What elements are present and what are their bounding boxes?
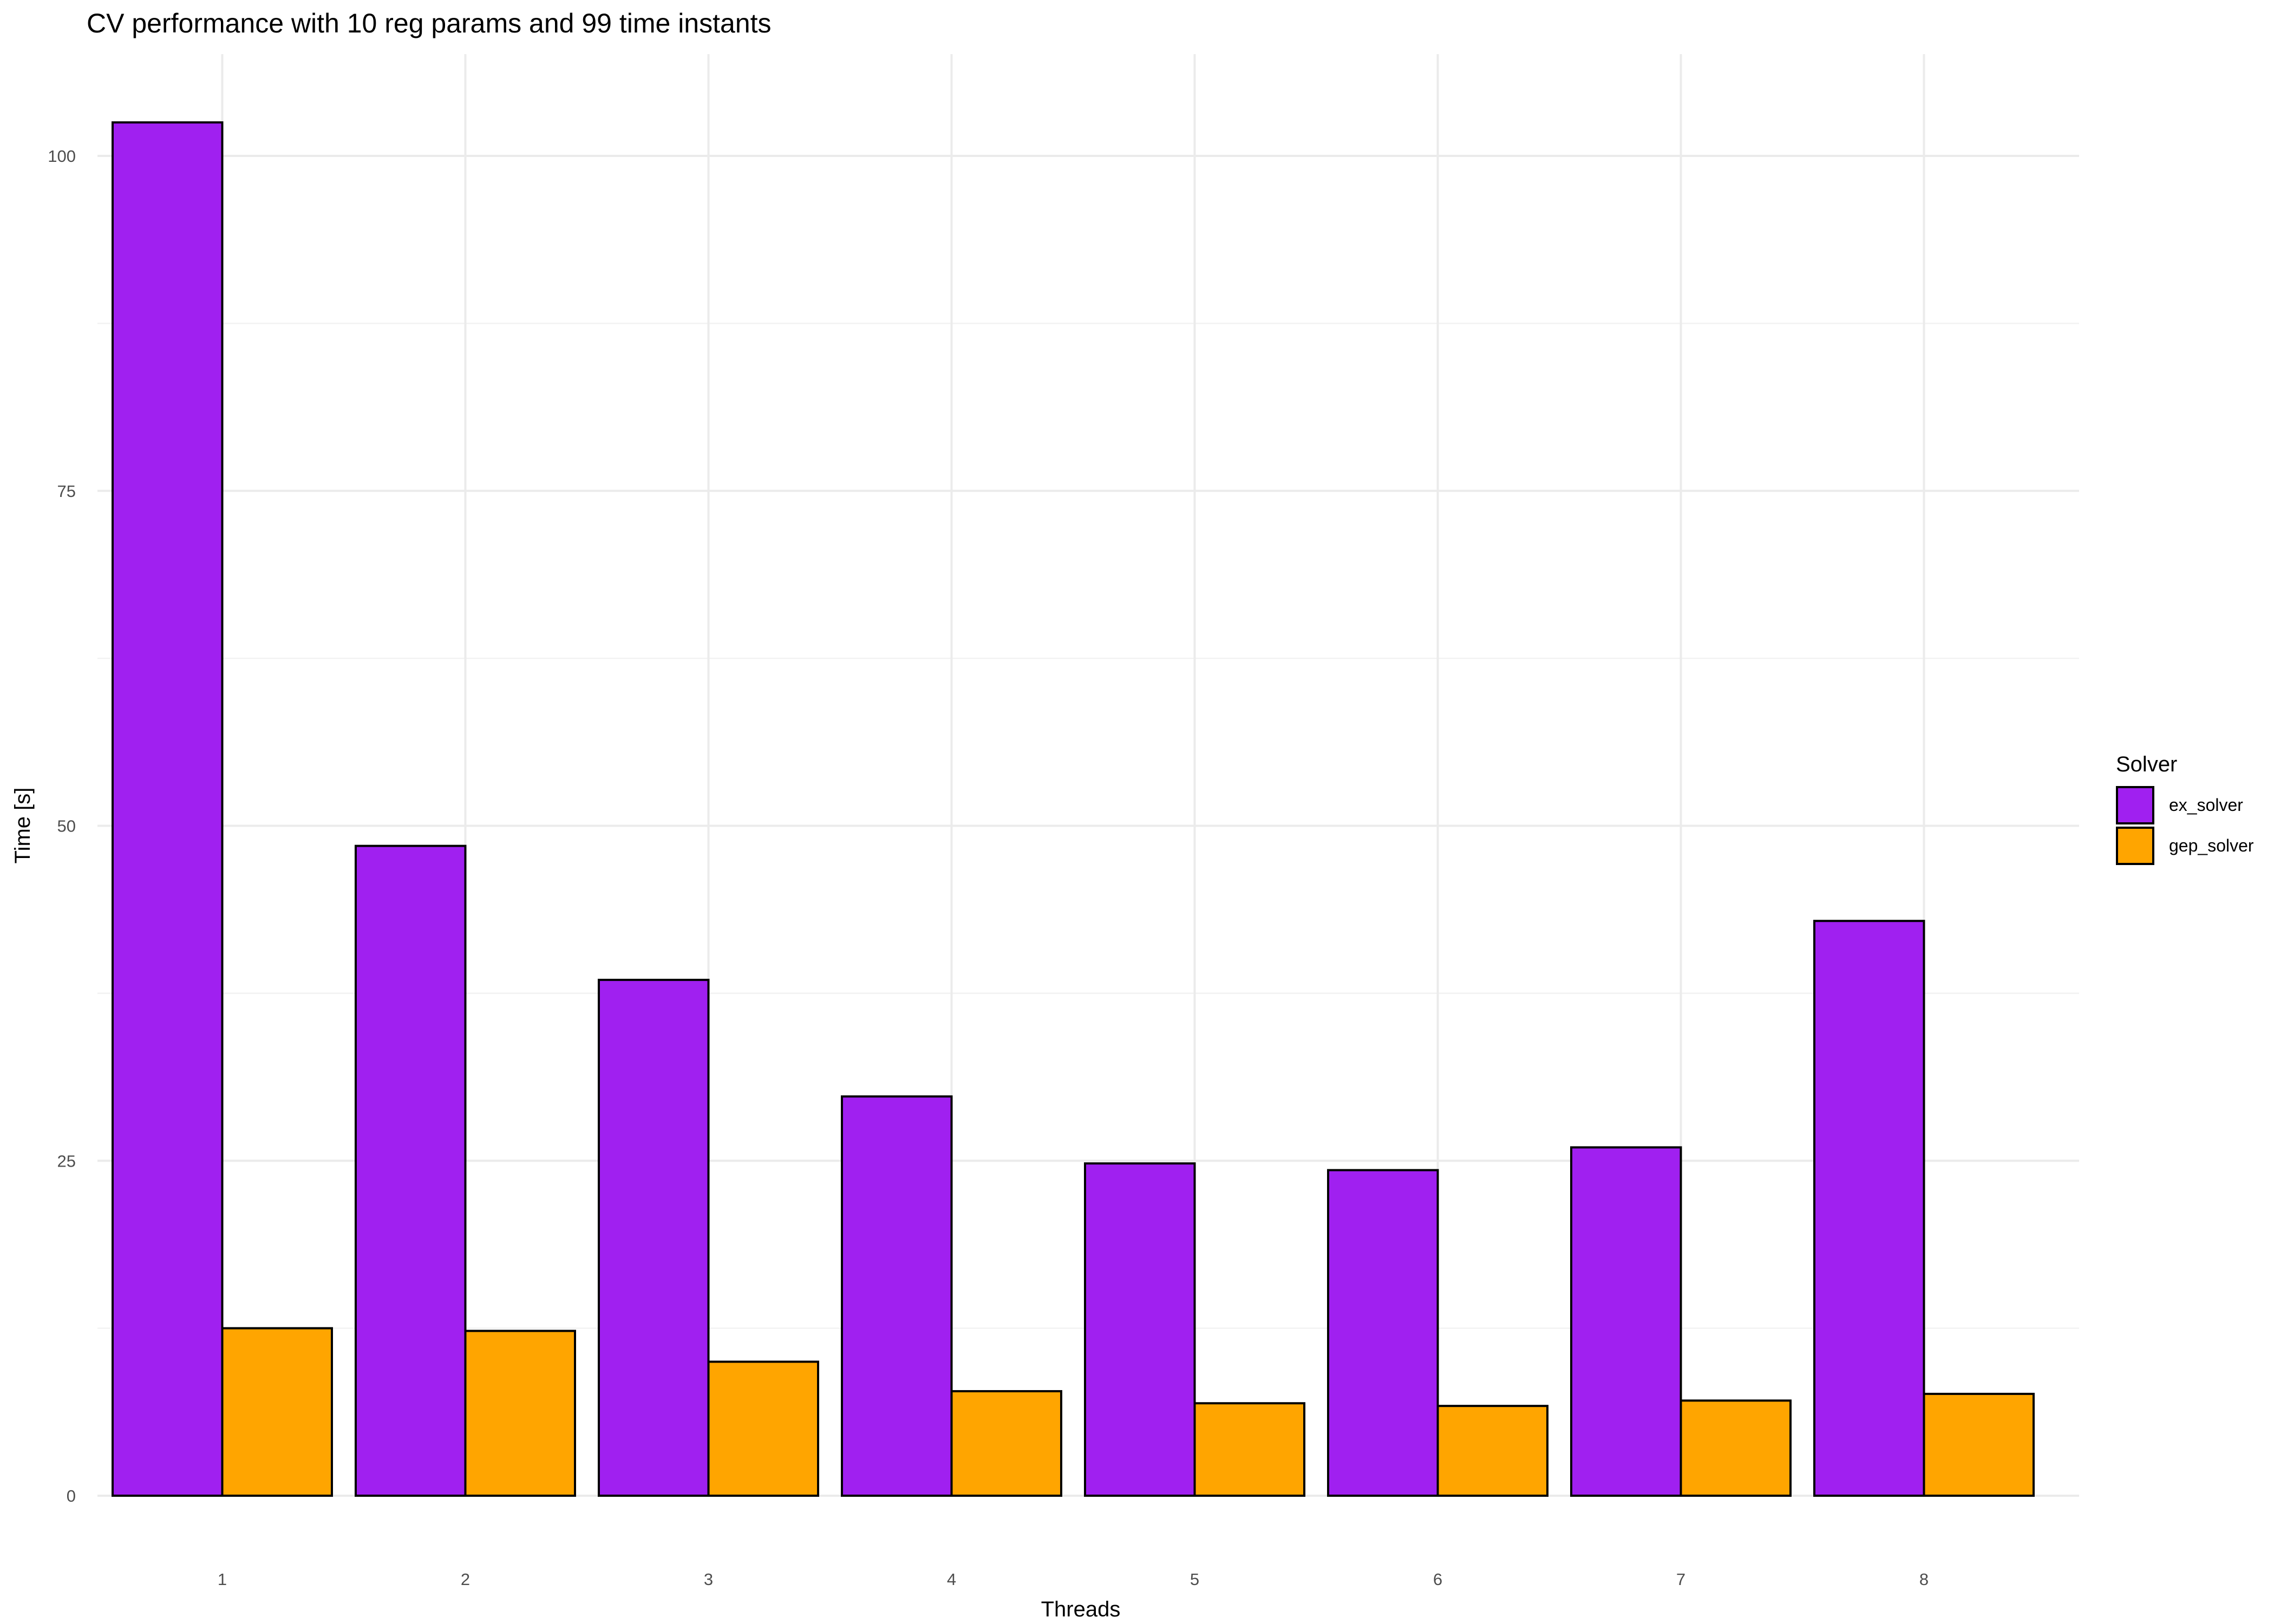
y-tick-label: 75 bbox=[57, 482, 76, 501]
bar-ex_solver-8 bbox=[1813, 920, 1925, 1497]
x-tick-label: 2 bbox=[461, 1570, 470, 1589]
x-tick-label: 6 bbox=[1433, 1570, 1442, 1589]
bar-gep_solver-6 bbox=[1436, 1405, 1548, 1497]
x-tick-label: 3 bbox=[704, 1570, 713, 1589]
y-tick-label: 100 bbox=[48, 147, 76, 166]
bar-ex_solver-5 bbox=[1084, 1162, 1196, 1497]
y-axis-title: Time [s] bbox=[11, 788, 35, 864]
y-axis-ticks: 0 25 50 75 100 bbox=[48, 147, 76, 1505]
x-tick-label: 7 bbox=[1676, 1570, 1685, 1589]
x-tick-label: 1 bbox=[218, 1570, 227, 1589]
bar-ex_solver-2 bbox=[355, 844, 467, 1497]
bar-gep_solver-7 bbox=[1680, 1399, 1792, 1497]
chart-title: CV performance with 10 reg params and 99… bbox=[87, 8, 772, 38]
bar-ex_solver-3 bbox=[598, 979, 710, 1497]
bar-gep_solver-5 bbox=[1193, 1402, 1305, 1497]
x-tick-label: 4 bbox=[947, 1570, 956, 1589]
legend: Solver ex_solver gep_solver bbox=[2116, 752, 2254, 865]
bar-ex_solver-1 bbox=[112, 121, 224, 1497]
legend-key-ex_solver bbox=[2116, 786, 2154, 824]
legend-label-gep_solver: gep_solver bbox=[2169, 836, 2254, 855]
y-tick-label: 25 bbox=[57, 1151, 76, 1170]
bar-gep_solver-4 bbox=[950, 1390, 1062, 1497]
x-axis-ticks: 1 2 3 4 5 6 7 8 bbox=[218, 1570, 1929, 1589]
y-tick-label: 0 bbox=[67, 1487, 76, 1505]
legend-title: Solver bbox=[2116, 752, 2177, 776]
legend-key-gep_solver bbox=[2116, 827, 2154, 865]
x-tick-label: 5 bbox=[1190, 1570, 1199, 1589]
x-axis-title: Threads bbox=[1041, 1597, 1121, 1621]
bar-gep_solver-8 bbox=[1923, 1392, 2035, 1497]
bars bbox=[112, 121, 2035, 1497]
bar-ex_solver-4 bbox=[841, 1095, 953, 1497]
bar-gep_solver-3 bbox=[707, 1360, 819, 1497]
bar-ex_solver-7 bbox=[1570, 1146, 1682, 1497]
bar-ex_solver-6 bbox=[1327, 1169, 1439, 1497]
y-tick-label: 50 bbox=[57, 817, 76, 836]
bar-gep_solver-2 bbox=[464, 1330, 576, 1497]
legend-label-ex_solver: ex_solver bbox=[2169, 795, 2243, 815]
x-tick-label: 8 bbox=[1919, 1570, 1929, 1589]
bar-gep_solver-1 bbox=[221, 1327, 333, 1497]
